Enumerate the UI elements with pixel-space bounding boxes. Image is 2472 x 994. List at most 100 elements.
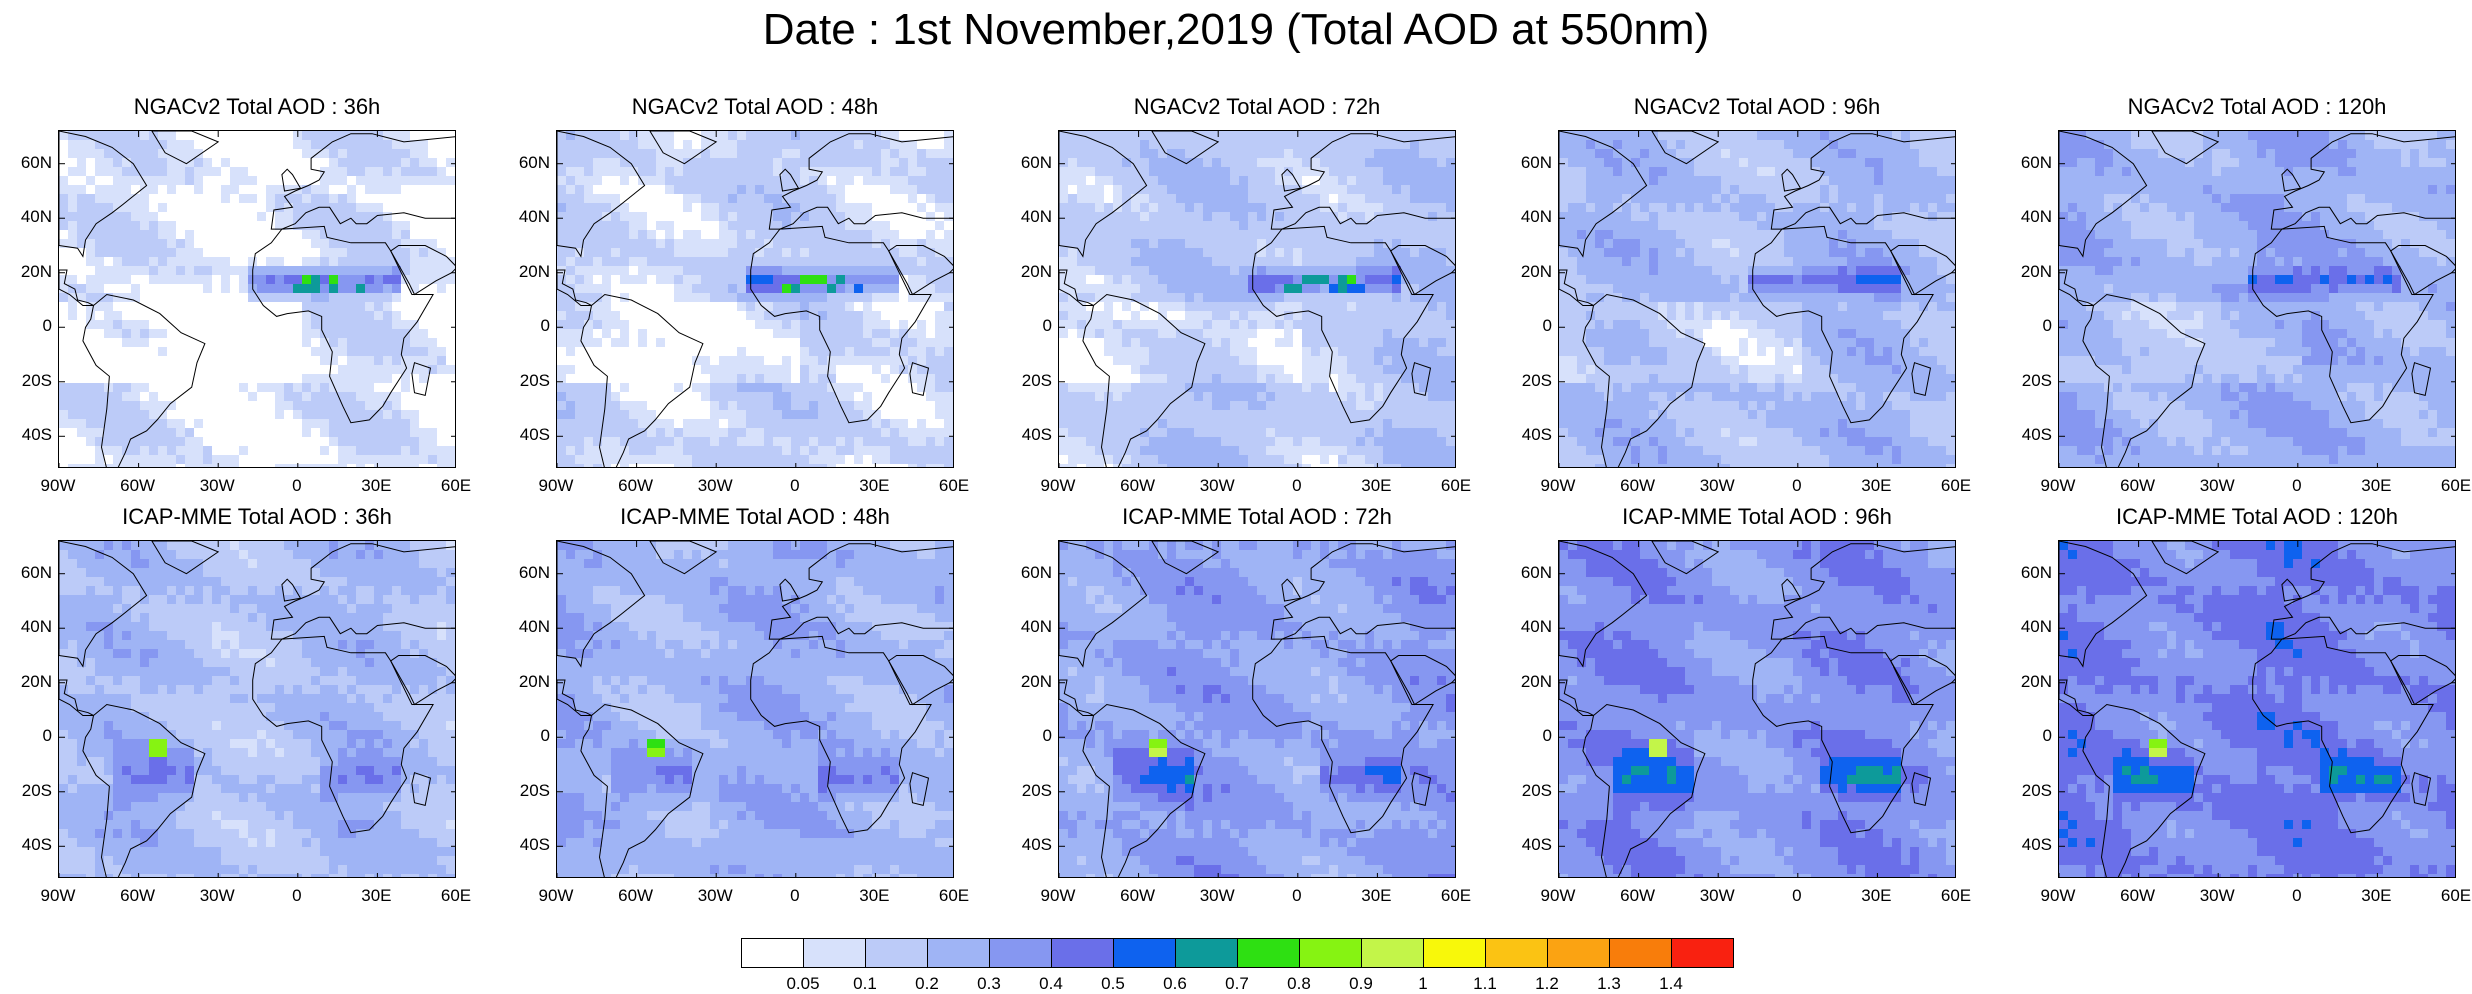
aod-cell xyxy=(455,302,456,312)
aod-cell xyxy=(593,419,603,429)
aod-cell xyxy=(674,455,684,465)
aod-cell xyxy=(284,194,294,204)
aod-cell xyxy=(656,446,666,456)
aod-cell xyxy=(584,464,594,467)
aod-cell xyxy=(836,410,846,420)
aod-cell xyxy=(122,455,132,465)
aod-cell xyxy=(158,320,168,330)
aod-cell xyxy=(1095,248,1105,258)
aod-cell xyxy=(800,212,810,222)
aod-cell xyxy=(1293,419,1303,429)
aod-cell xyxy=(1428,248,1438,258)
aod-cell xyxy=(926,167,936,177)
aod-cell xyxy=(374,149,384,159)
aod-cell xyxy=(665,311,675,321)
aod-cell xyxy=(275,365,285,375)
aod-cell xyxy=(212,347,222,357)
aod-cell xyxy=(275,284,285,294)
aod-cell xyxy=(845,293,855,303)
aod-cell xyxy=(419,311,429,321)
aod-cell xyxy=(1320,392,1330,402)
aod-cell xyxy=(908,374,918,384)
aod-cell xyxy=(248,455,258,465)
aod-cell xyxy=(419,455,429,465)
aod-cell xyxy=(827,302,837,312)
aod-cell xyxy=(428,167,438,177)
aod-cell xyxy=(899,158,909,168)
aod-cell xyxy=(1347,311,1357,321)
aod-cell xyxy=(203,374,213,384)
aod-cell xyxy=(953,212,954,222)
aod-cell xyxy=(845,347,855,357)
aod-cell xyxy=(266,293,276,303)
aod-cell xyxy=(917,428,927,438)
aod-cell xyxy=(338,275,348,285)
aod-cell xyxy=(764,428,774,438)
aod-cell xyxy=(746,239,756,249)
aod-cell xyxy=(1455,365,1456,375)
aod-cell xyxy=(1410,248,1420,258)
aod-cell xyxy=(1266,194,1276,204)
aod-cell xyxy=(203,158,213,168)
aod-cell xyxy=(1284,320,1294,330)
aod-cell xyxy=(1194,248,1204,258)
aod-cell xyxy=(275,131,285,141)
aod-cell xyxy=(158,221,168,231)
aod-cell xyxy=(1248,401,1258,411)
aod-cell xyxy=(266,212,276,222)
aod-cell xyxy=(719,158,729,168)
aod-cell xyxy=(890,131,900,141)
aod-cell xyxy=(737,167,747,177)
aod-cell xyxy=(131,365,141,375)
aod-cell xyxy=(638,284,648,294)
aod-map xyxy=(556,130,954,468)
aod-cell xyxy=(68,257,78,267)
aod-cell xyxy=(158,131,168,141)
aod-cell xyxy=(935,140,945,150)
aod-cell xyxy=(755,248,765,258)
aod-cell xyxy=(908,455,918,465)
aod-cell xyxy=(1392,329,1402,339)
aod-cell xyxy=(1230,302,1240,312)
aod-cell xyxy=(584,230,594,240)
aod-cell xyxy=(692,257,702,267)
aod-cell xyxy=(791,410,801,420)
aod-cell xyxy=(194,203,204,213)
aod-cell xyxy=(890,347,900,357)
aod-cell xyxy=(719,374,729,384)
aod-cell xyxy=(68,284,78,294)
aod-cell xyxy=(59,383,69,393)
aod-cell xyxy=(692,131,702,141)
aod-cell xyxy=(854,428,864,438)
aod-cell xyxy=(1311,212,1321,222)
aod-cell xyxy=(1374,203,1384,213)
aod-cell xyxy=(809,230,819,240)
aod-cell xyxy=(266,464,276,467)
aod-cell xyxy=(1140,158,1150,168)
aod-cell xyxy=(710,293,720,303)
aod-cell xyxy=(347,140,357,150)
aod-cell xyxy=(1212,239,1222,249)
aod-cell xyxy=(1311,140,1321,150)
aod-cell xyxy=(575,383,585,393)
aod-cell xyxy=(557,410,567,420)
aod-cell xyxy=(356,131,366,141)
aod-cell xyxy=(1302,275,1312,285)
aod-cell xyxy=(86,248,96,258)
aod-cell xyxy=(1410,347,1420,357)
lon-tick-label: 30W xyxy=(199,476,235,495)
aod-cell xyxy=(854,347,864,357)
aod-cell xyxy=(1401,410,1411,420)
aod-cell xyxy=(683,257,693,267)
aod-cell xyxy=(320,320,330,330)
aod-cell xyxy=(809,464,819,467)
aod-cell xyxy=(95,446,105,456)
aod-cell xyxy=(566,338,576,348)
aod-cell xyxy=(1140,419,1150,429)
aod-cell xyxy=(1221,212,1231,222)
aod-cell xyxy=(719,176,729,186)
aod-cell xyxy=(701,374,711,384)
aod-cell xyxy=(602,410,612,420)
aod-cell xyxy=(1437,266,1447,276)
aod-cell xyxy=(338,437,348,447)
